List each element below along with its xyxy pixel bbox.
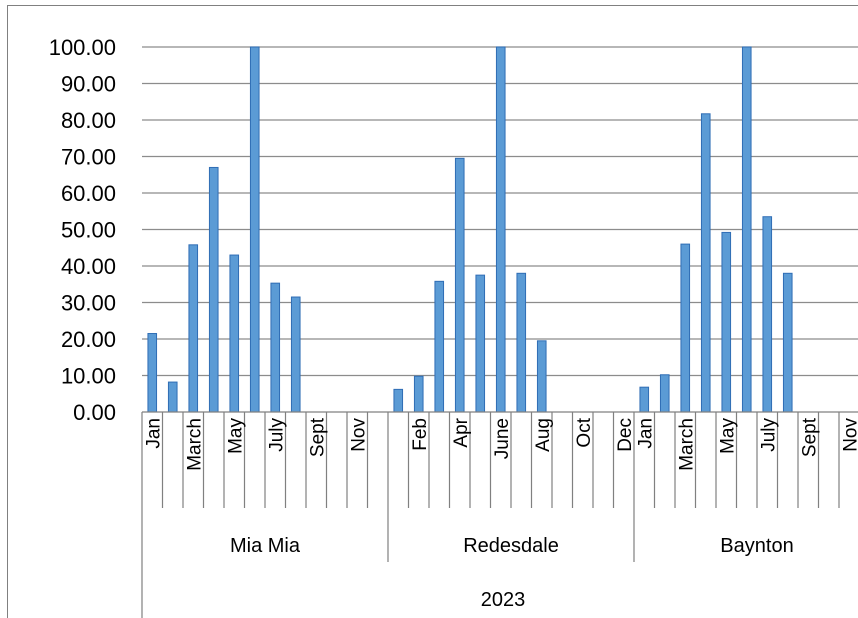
x-axis-ticks: Jan March May July Sept Nov Feb Apr June Aug Oct De… bbox=[143, 417, 858, 471]
bar bbox=[229, 254, 240, 413]
x-tick-label: Nov bbox=[840, 418, 858, 452]
group-label: Redesdale bbox=[463, 535, 559, 557]
y-tick-label: 70.00 bbox=[61, 145, 116, 170]
x-tick-label: Nov bbox=[348, 418, 369, 452]
y-axis-ticks: 0.00 10.00 20.00 30.00 40.00 50.00 60.00 70.00 8… bbox=[49, 35, 116, 425]
x-tick-label: Sept bbox=[307, 417, 328, 457]
x-tick-label: July bbox=[266, 418, 287, 452]
bar bbox=[208, 166, 219, 413]
year-label: 2023 bbox=[481, 589, 526, 611]
x-tick-label: Feb bbox=[410, 418, 431, 451]
y-tick-label: 20.00 bbox=[61, 327, 116, 352]
x-tick-label: Aug bbox=[533, 418, 554, 452]
y-tick-label: 0.00 bbox=[73, 400, 116, 425]
bar bbox=[147, 333, 158, 413]
bar bbox=[188, 244, 199, 413]
group-label: Mia Mia bbox=[230, 535, 301, 557]
y-tick-label: 50.00 bbox=[61, 218, 116, 243]
chart-frame bbox=[7, 5, 858, 618]
bar bbox=[700, 113, 711, 413]
bar bbox=[434, 280, 445, 413]
bar bbox=[249, 46, 260, 413]
x-tick-label: Apr bbox=[451, 417, 472, 447]
x-tick-label: May bbox=[717, 418, 738, 454]
bar bbox=[167, 381, 178, 413]
x-tick-label: March bbox=[184, 418, 205, 471]
y-tick-label: 10.00 bbox=[61, 364, 116, 389]
y-tick-label: 30.00 bbox=[61, 291, 116, 316]
x-tick-label: July bbox=[758, 418, 779, 452]
bar bbox=[680, 243, 691, 413]
y-tick-label: 60.00 bbox=[61, 181, 116, 206]
x-tick-label: May bbox=[225, 418, 246, 454]
y-tick-label: 80.00 bbox=[61, 108, 116, 133]
bar bbox=[741, 46, 752, 413]
bar bbox=[639, 386, 650, 413]
x-tick-label: Dec bbox=[615, 418, 636, 452]
bar bbox=[782, 272, 793, 413]
x-tick-label: Sept bbox=[799, 417, 820, 457]
y-tick-label: 40.00 bbox=[61, 254, 116, 279]
x-tick-label: March bbox=[676, 418, 697, 471]
bars bbox=[147, 46, 793, 413]
group-labels: Mia Mia Redesdale Baynton bbox=[230, 535, 794, 557]
y-tick-label: 90.00 bbox=[61, 72, 116, 97]
bar bbox=[721, 231, 732, 413]
bar bbox=[270, 282, 281, 413]
x-tick-label: June bbox=[492, 418, 513, 459]
bar bbox=[393, 388, 404, 413]
bar bbox=[762, 216, 773, 413]
bar bbox=[536, 340, 547, 413]
group-label: Baynton bbox=[720, 535, 793, 557]
bar bbox=[475, 274, 486, 413]
bar bbox=[659, 374, 670, 413]
x-tick-label: Jan bbox=[635, 418, 656, 449]
axes bbox=[141, 411, 858, 618]
x-tick-label: Jan bbox=[143, 418, 164, 449]
bar bbox=[516, 272, 527, 413]
bar bbox=[454, 157, 465, 413]
y-tick-label: 100.00 bbox=[49, 35, 116, 60]
x-tick-label: Oct bbox=[574, 417, 595, 447]
bar bbox=[290, 296, 301, 413]
bar bbox=[495, 46, 506, 413]
bar bbox=[413, 375, 424, 413]
